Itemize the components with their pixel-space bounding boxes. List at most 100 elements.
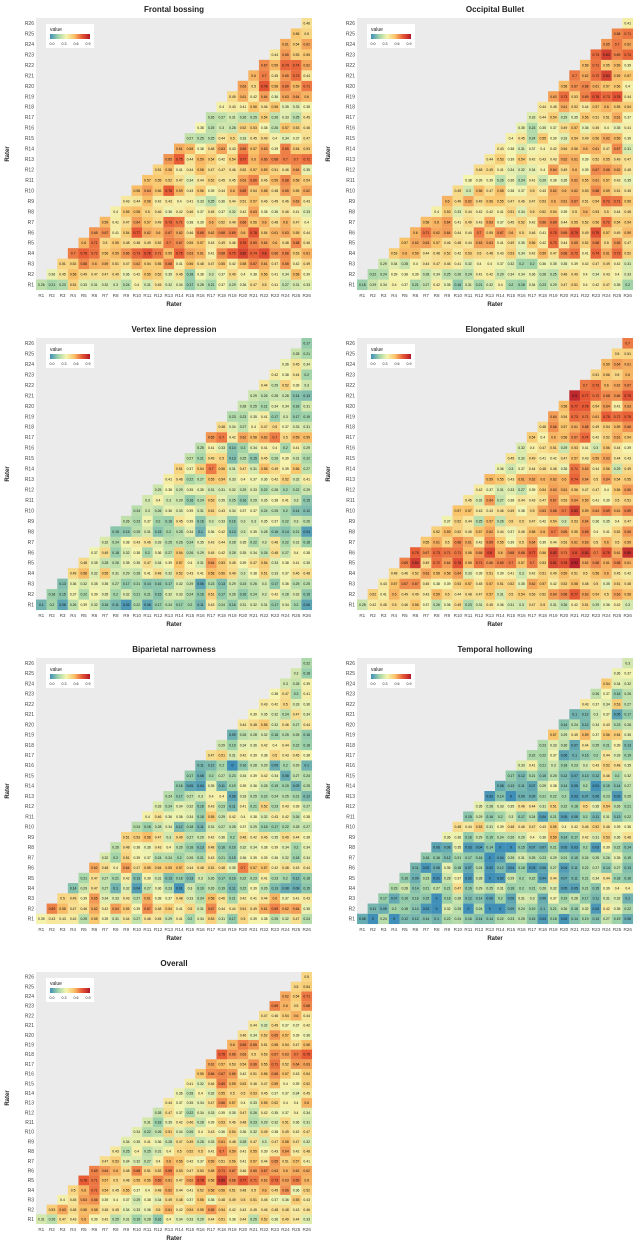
- heatmap-cell: [216, 821, 228, 832]
- heatmap-cell: [537, 279, 549, 291]
- cell-label: 0.82: [240, 252, 247, 256]
- heatmap-cell: [463, 279, 474, 291]
- cell-label: 0.34: [518, 210, 525, 214]
- cell-label: 0.15: [250, 457, 257, 461]
- cell-label: 0.35: [593, 805, 600, 809]
- cell-label: 0.6: [81, 1188, 86, 1192]
- y-tick-label: R3: [349, 582, 356, 588]
- cell-label: 0.3: [198, 794, 203, 798]
- cell-label: 0.16: [455, 283, 462, 287]
- cell-label: 0.42: [102, 907, 109, 911]
- cell-label: 0.14: [486, 846, 493, 850]
- heatmap-cell: [227, 1214, 238, 1225]
- cell-label: 0.64: [102, 1169, 109, 1173]
- heatmap-cell: [269, 154, 281, 165]
- heatmap-cell: [558, 547, 570, 558]
- cell-label: 0.54: [518, 593, 525, 597]
- cell-label: 0.62: [529, 582, 536, 586]
- cell-label: 0.72: [603, 199, 610, 203]
- cell-label: 0.41: [197, 572, 204, 576]
- heatmap-cell: [248, 770, 259, 781]
- heatmap-cell: [195, 143, 206, 155]
- cell-label: 0.5: [283, 702, 288, 706]
- cell-label: 0.25: [624, 794, 631, 798]
- heatmap-cell: [601, 80, 612, 92]
- heatmap-cell: [601, 494, 612, 506]
- heatmap-cell: [195, 801, 206, 812]
- heatmap-cell: [269, 279, 281, 291]
- x-tick-label: R24: [281, 927, 290, 932]
- heatmap-cell: [548, 258, 559, 270]
- cell-label: 0.5: [604, 593, 609, 597]
- heatmap-cell: [579, 474, 591, 485]
- heatmap-cell: [99, 1194, 111, 1205]
- heatmap-cell: [280, 38, 291, 50]
- heatmap-cell: [505, 526, 517, 537]
- cell-label: 0.26: [603, 856, 610, 860]
- cell-label: 0.05: [561, 815, 568, 819]
- heatmap-cell: [558, 195, 570, 207]
- cell-label: 0.16: [476, 856, 483, 860]
- heatmap-cell: [420, 862, 432, 873]
- heatmap-cell: [152, 248, 164, 259]
- heatmap-cell: [174, 494, 185, 506]
- heatmap-cell: [227, 770, 238, 781]
- cell-label: 0.29: [561, 116, 568, 120]
- heatmap-cell: [579, 442, 591, 454]
- heatmap-cell: [399, 872, 411, 884]
- cell-label: 0.51: [240, 907, 247, 911]
- x-tick-label: R5: [402, 613, 408, 618]
- y-tick-label: R18: [25, 105, 34, 111]
- cell-label: 0.34: [229, 509, 236, 513]
- heatmap-cell: [579, 599, 591, 611]
- heatmap-cell: [590, 536, 602, 548]
- heatmap-cell: [258, 59, 270, 71]
- heatmap-cell: [269, 258, 281, 270]
- cell-label: 0.59: [550, 835, 557, 839]
- heatmap-cell: [611, 831, 623, 843]
- cell-label: 0.26: [250, 582, 257, 586]
- cell-label: 0.43: [293, 866, 300, 870]
- heatmap-cell: [463, 842, 474, 853]
- heatmap-cell: [463, 227, 474, 238]
- heatmap-cell: [611, 842, 623, 853]
- x-tick-label: R21: [249, 613, 258, 618]
- heatmap-cell: [601, 547, 612, 558]
- heatmap-cell: [590, 547, 602, 558]
- cell-label: 0.39: [38, 917, 45, 921]
- cell-label: 0.56: [293, 467, 300, 471]
- cell-label: 0.41: [497, 210, 504, 214]
- y-tick-label: R1: [349, 603, 356, 609]
- heatmap-cell: [216, 547, 228, 558]
- heatmap-cell: [463, 185, 474, 196]
- heatmap-cell: [441, 237, 453, 249]
- cell-label: 0.43: [272, 1150, 279, 1154]
- cell-label: 0.68: [218, 231, 225, 235]
- heatmap-cell: [131, 1146, 143, 1157]
- heatmap-cell: [484, 474, 496, 485]
- y-tick-label: R8: [28, 209, 35, 215]
- cell-label: 0.32: [272, 713, 279, 717]
- cell-label: 0.54: [218, 1208, 225, 1212]
- heatmap-cell: [579, 122, 591, 134]
- cell-label: 0.44: [240, 1217, 247, 1221]
- cell-label: 0.28: [444, 876, 451, 880]
- heatmap-cell: [516, 526, 527, 537]
- heatmap-cell: [590, 174, 602, 186]
- heatmap-cell: [388, 248, 400, 259]
- heatmap-cell: [548, 893, 559, 904]
- heatmap-cell: [441, 557, 453, 569]
- cell-label: 0.49: [582, 231, 589, 235]
- heatmap-cell: [558, 101, 570, 113]
- heatmap-cell: [301, 279, 313, 291]
- heatmap-cell: [622, 505, 634, 516]
- heatmap-cell: [248, 852, 259, 863]
- cell-label: 0.24: [134, 825, 141, 829]
- heatmap-cell: [227, 216, 238, 228]
- y-tick-label: R6: [28, 866, 35, 872]
- heatmap-cell: [227, 91, 238, 102]
- heatmap-cell: [258, 269, 270, 280]
- heatmap-cell: [579, 698, 591, 710]
- heatmap-cell: [463, 913, 474, 925]
- cell-label: 0.42: [293, 262, 300, 266]
